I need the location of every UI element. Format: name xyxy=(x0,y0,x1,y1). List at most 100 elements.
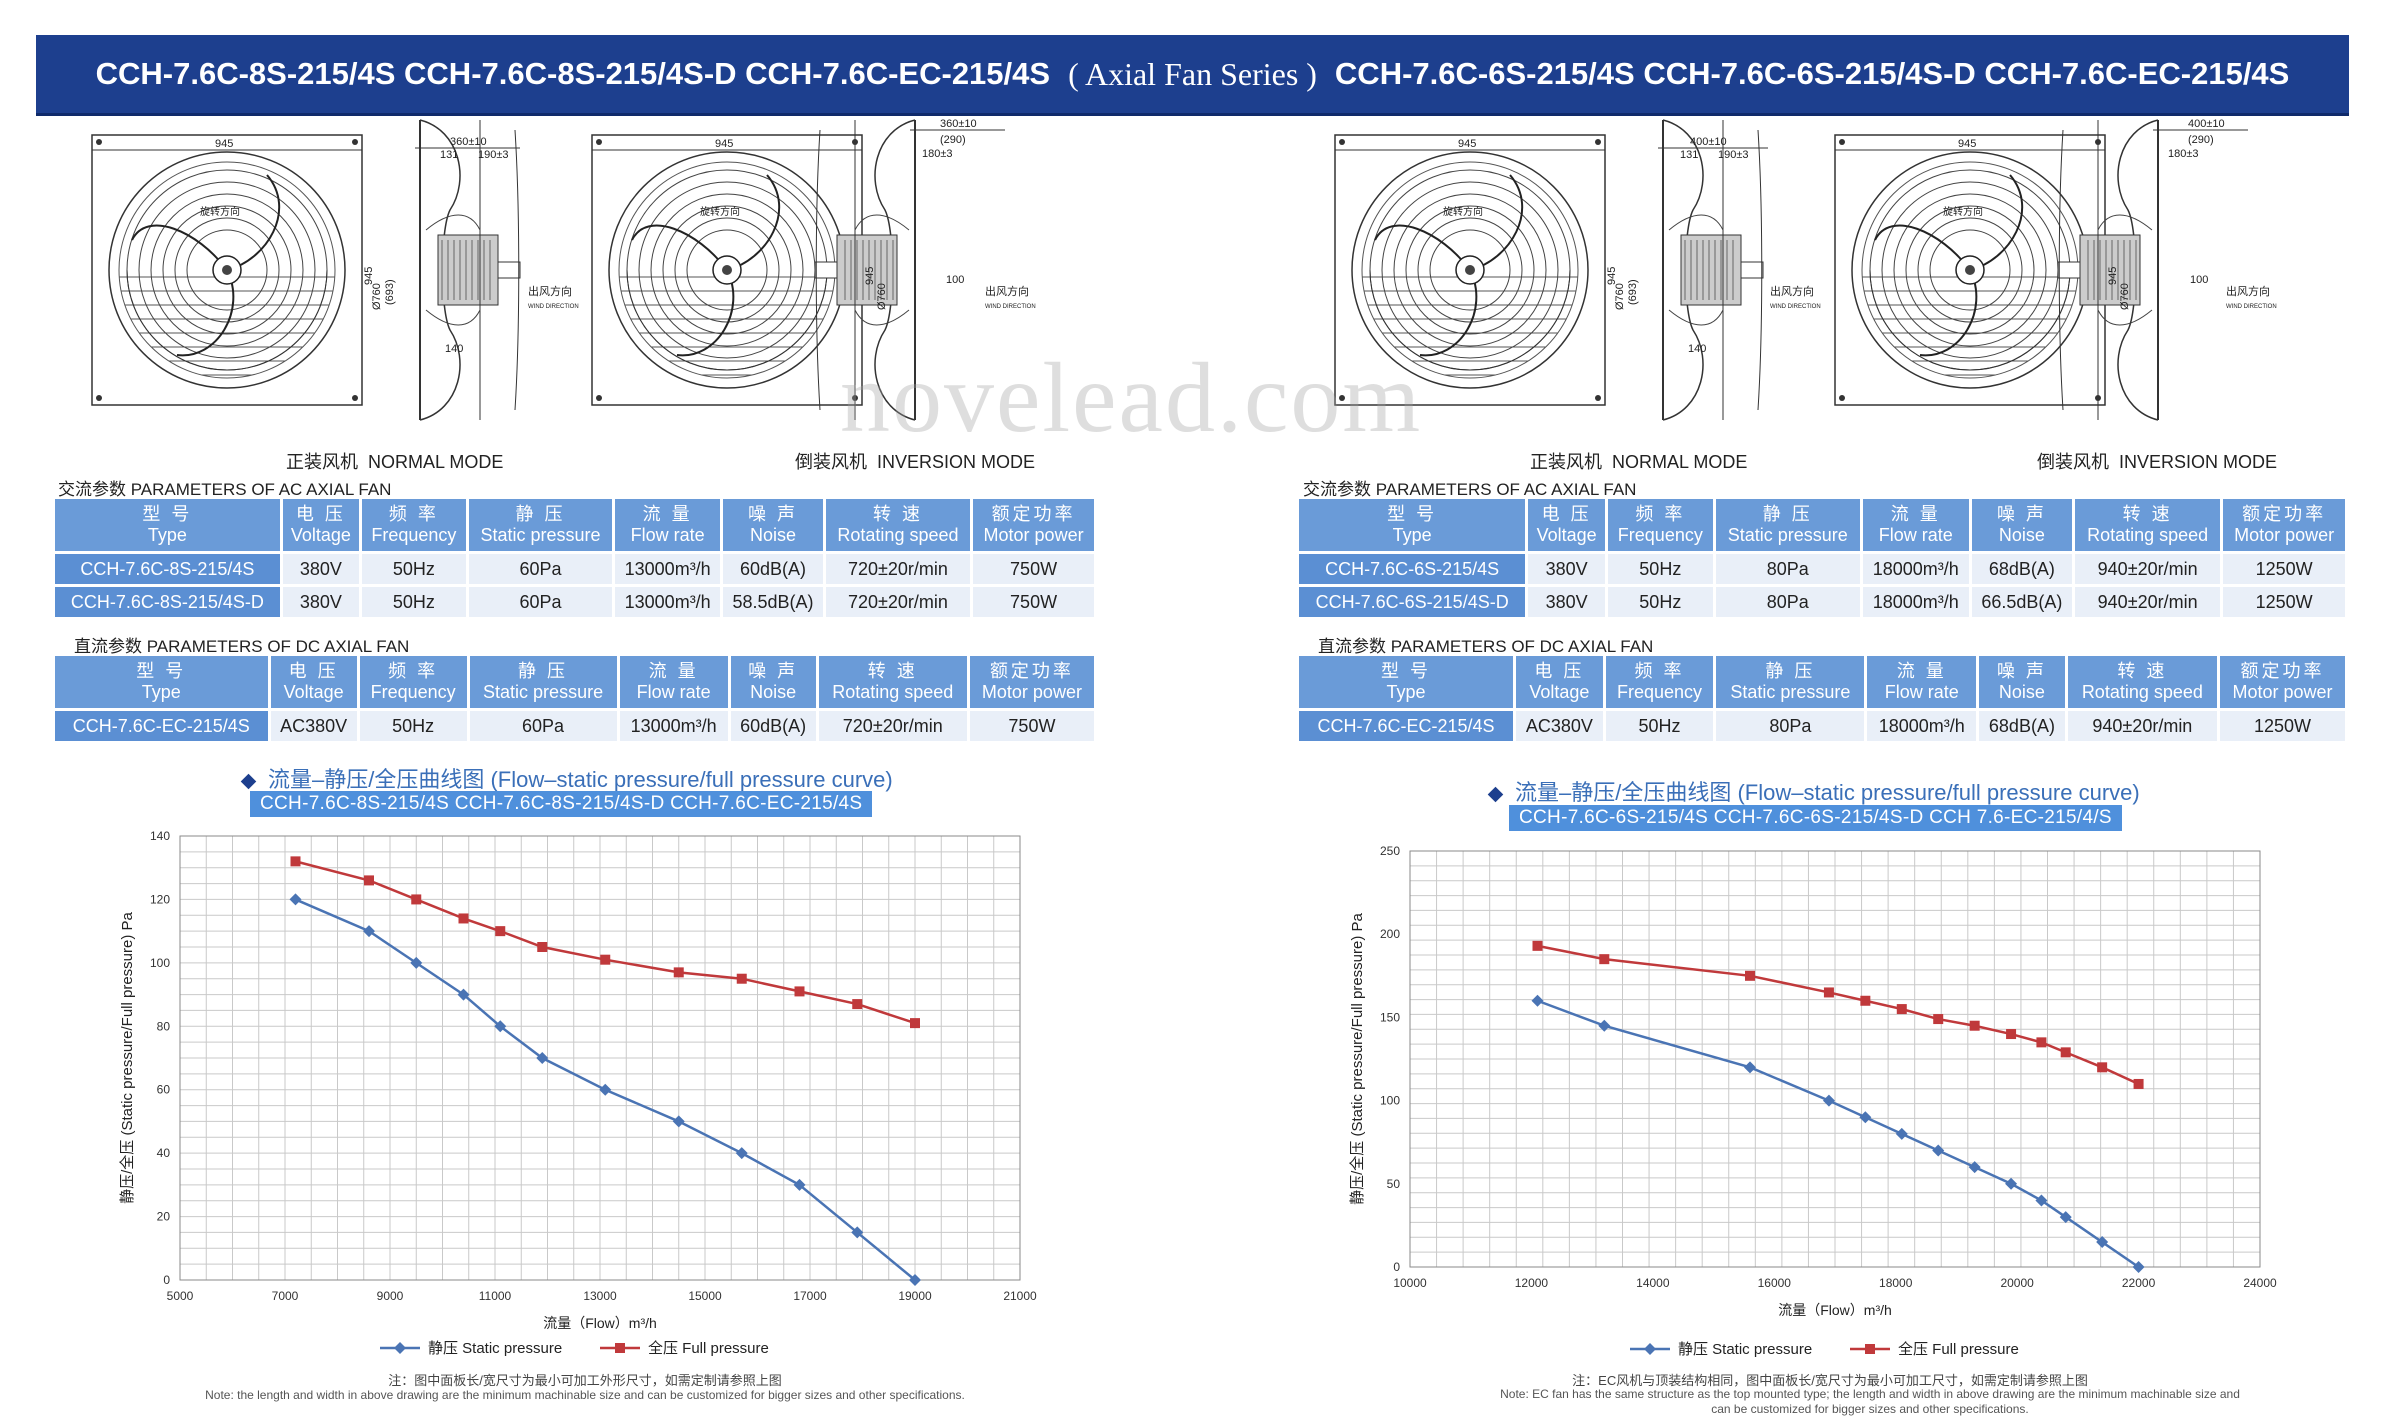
table-row: CCH-7.6C-8S-215/4S 380V 50Hz 60Pa 13000m³/h 6… xyxy=(55,554,1094,584)
y-tick-label: 100 xyxy=(150,956,170,970)
table-header-cell: 额定功率 Motor power xyxy=(2220,656,2345,708)
y-tick-label: 140 xyxy=(150,829,170,843)
y-tick-label: 60 xyxy=(157,1083,171,1097)
right-curve-models: CCH-7.6C-6S-215/4S CCH-7.6C-6S-215/4S-D … xyxy=(1509,805,2122,831)
table-cell: 60Pa xyxy=(469,711,617,741)
data-point xyxy=(672,1115,685,1128)
table-cell: 50Hz xyxy=(1607,587,1713,617)
y-tick-label: 40 xyxy=(157,1146,171,1160)
data-point xyxy=(1598,1019,1611,1032)
dim-180-2: 180±3 xyxy=(2168,148,2199,160)
table-cell: 380V xyxy=(282,587,359,617)
x-tick-label: 10000 xyxy=(1393,1276,1427,1290)
data-point xyxy=(410,956,423,969)
table-cell: 60Pa xyxy=(468,587,613,617)
data-point xyxy=(1896,1004,1907,1015)
wind-en-2: WIND DIRECTION xyxy=(985,304,1036,310)
right-dc-title: 直流参数 PARAMETERS OF DC AXIAL FAN xyxy=(1318,637,1654,656)
y-tick-label: 50 xyxy=(1387,1177,1401,1191)
x-tick-label: 12000 xyxy=(1515,1276,1549,1290)
dim-depth-2: 360±10 xyxy=(940,118,977,130)
table-header-cell: 额定功率 Motor power xyxy=(973,499,1094,551)
model-type-cell: CCH-7.6C-EC-215/4S xyxy=(1299,711,1513,741)
data-point xyxy=(736,973,747,984)
dim-131-1: 131 xyxy=(440,149,458,161)
left-dc-title: 直流参数 PARAMETERS OF DC AXIAL FAN xyxy=(74,637,410,656)
legend-marker xyxy=(394,1342,406,1354)
dim-width-3: 945 xyxy=(1458,138,1476,150)
table-cell: 720±20r/min xyxy=(825,554,971,584)
x-tick-label: 18000 xyxy=(1879,1276,1913,1290)
table-cell: 13000m³/h xyxy=(615,554,721,584)
data-point xyxy=(537,942,548,952)
x-tick-label: 9000 xyxy=(377,1289,404,1303)
data-point xyxy=(735,1147,748,1160)
left-dc-table: 型 号 Type 电 压 Voltage 频 率 Frequency 静 压 Static p… xyxy=(52,653,1097,744)
table-header-cell: 转 速 Rotating speed xyxy=(2074,499,2221,551)
dim-290-1: (290) xyxy=(940,134,966,146)
legend-label: 全压 Full pressure xyxy=(648,1339,769,1357)
table-cell: 1250W xyxy=(2220,711,2345,741)
watermark: novelead.com xyxy=(840,342,1423,453)
dim-190-1: 190±3 xyxy=(478,149,509,161)
table-header-cell: 额定功率 Motor power xyxy=(2223,499,2345,551)
data-point xyxy=(1745,970,1755,981)
series-line xyxy=(1537,999,2140,1269)
rotation-cn-1: 旋转方向 xyxy=(200,205,240,218)
rotation-cn-4: 旋转方向 xyxy=(1943,205,1983,218)
plot-frame xyxy=(1409,850,2261,1268)
table-header-cell: 电 压 Voltage xyxy=(1528,499,1605,551)
data-point xyxy=(1531,994,1544,1007)
right-ac-title: 交流参数 PARAMETERS OF AC AXIAL FAN xyxy=(1303,480,1637,499)
model-type-cell: CCH-7.6C-EC-215/4S xyxy=(55,711,268,741)
caption-inversion-left: 倒装风机 INVERSION MODE xyxy=(795,452,1036,472)
data-point xyxy=(2132,1261,2145,1273)
table-cell: 50Hz xyxy=(361,587,466,617)
table-header-cell: 流 量 Flow rate xyxy=(615,499,721,551)
table-header-cell: 电 压 Voltage xyxy=(1515,656,1603,708)
table-header-cell: 型 号 Type xyxy=(55,656,268,708)
y-tick-label: 200 xyxy=(1380,927,1400,941)
data-point xyxy=(1968,1161,1981,1174)
table-header-cell: 噪 声 Noise xyxy=(1979,656,2065,708)
table-header-cell: 静 压 Static pressure xyxy=(468,499,613,551)
table-cell: 720±20r/min xyxy=(818,711,967,741)
x-tick-label: 14000 xyxy=(1636,1276,1670,1290)
x-tick-label: 17000 xyxy=(793,1289,827,1303)
x-tick-label: 24000 xyxy=(2243,1276,2277,1290)
y-tick-label: 120 xyxy=(150,892,170,906)
legend-label: 静压 Static pressure xyxy=(1678,1341,1812,1358)
dim-diameter-2: Ø760 xyxy=(876,283,888,310)
right-note-cn: 注：EC风机与顶装结构相同，图中面板长/宽尺寸为最小可加工尺寸，如需定制请参照上… xyxy=(1572,1373,2088,1388)
data-point xyxy=(1599,954,1610,965)
data-point xyxy=(600,954,611,965)
wind-en-1: WIND DIRECTION xyxy=(528,304,579,310)
data-point xyxy=(2036,1037,2047,1048)
table-cell: 720±20r/min xyxy=(825,587,971,617)
x-tick-label: 19000 xyxy=(898,1289,932,1303)
rotation-cn-3: 旋转方向 xyxy=(1443,205,1483,218)
data-point xyxy=(2097,1062,2108,1073)
x-tick-label: 22000 xyxy=(2122,1276,2156,1290)
table-header-cell: 频 率 Frequency xyxy=(1607,499,1713,551)
table-cell: 940±20r/min xyxy=(2074,587,2221,617)
table-cell: 18000m³/h xyxy=(1867,711,1977,741)
dim-inner-1: (693) xyxy=(384,279,396,305)
table-cell: AC380V xyxy=(270,711,357,741)
table-row: CCH-7.6C-6S-215/4S-D 380V 50Hz 80Pa 18000m³/… xyxy=(1299,587,2345,617)
data-point xyxy=(1895,1127,1908,1140)
left-curve-models: CCH-7.6C-8S-215/4S CCH-7.6C-8S-215/4S-D … xyxy=(250,791,873,817)
left-ac-table: 型 号 Type 电 压 Voltage 频 率 Frequency 静 压 Static p… xyxy=(52,496,1097,620)
table-header-cell: 频 率 Frequency xyxy=(359,656,467,708)
data-point xyxy=(793,1178,806,1191)
banner-right-models: CCH-7.6C-6S-215/4S CCH-7.6C-6S-215/4S-D … xyxy=(1334,56,2290,91)
table-header-cell: 电 压 Voltage xyxy=(270,656,357,708)
legend-marker xyxy=(615,1343,625,1353)
dim-180-1: 180±3 xyxy=(922,148,953,160)
x-axis-label: 流量（Flow）m³/h xyxy=(1778,1302,1892,1318)
dim-100-1: 100 xyxy=(946,274,964,286)
data-point xyxy=(364,875,374,886)
dim-inner-3: (693) xyxy=(1627,279,1639,305)
table-header-cell: 静 压 Static pressure xyxy=(469,656,617,708)
data-point xyxy=(1744,1061,1756,1074)
